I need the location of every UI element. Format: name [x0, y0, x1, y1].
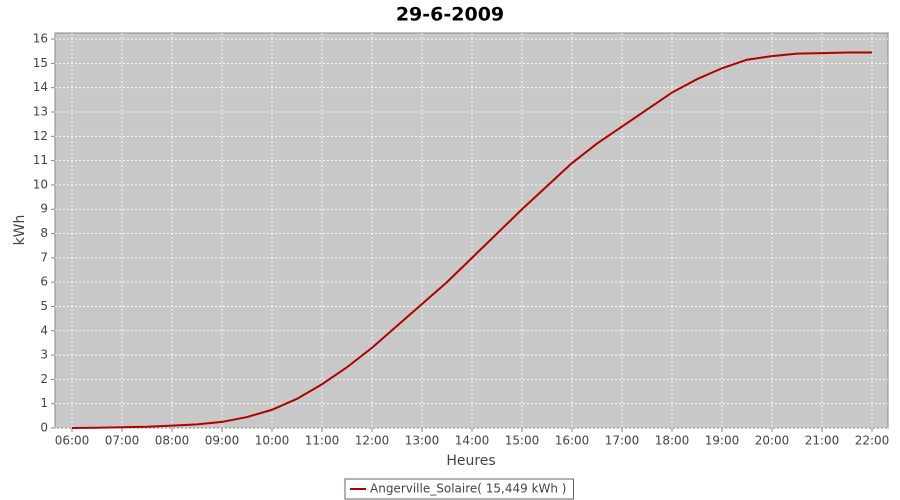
y-tick-label: 6	[40, 275, 48, 289]
y-tick-label: 2	[40, 372, 48, 386]
x-tick-label: 16:00	[555, 434, 590, 448]
y-tick-label: 14	[33, 80, 48, 94]
x-axis-label: Heures	[446, 453, 495, 469]
x-tick-label: 15:00	[505, 434, 540, 448]
legend-box	[344, 478, 574, 500]
legend-label: Angerville_Solaire( 15,449 kWh )	[370, 482, 566, 496]
x-tick-label: 11:00	[305, 434, 340, 448]
x-tick-label: 08:00	[155, 434, 190, 448]
x-tick-label: 07:00	[105, 434, 140, 448]
x-tick-label: 09:00	[205, 434, 240, 448]
y-tick-label: 1	[40, 396, 48, 410]
y-axis-label: kWh	[12, 215, 28, 246]
plot-area	[54, 32, 889, 429]
x-tick-label: 20:00	[755, 434, 790, 448]
y-tick-label: 4	[40, 323, 48, 337]
y-tick-label: 10	[33, 177, 48, 191]
y-tick-label: 11	[33, 153, 48, 167]
x-tick-label: 10:00	[255, 434, 290, 448]
x-tick-label: 12:00	[355, 434, 390, 448]
x-tick-label: 17:00	[605, 434, 640, 448]
y-tick-label: 8	[40, 226, 48, 240]
y-tick-label: 0	[40, 421, 48, 435]
x-tick-label: 19:00	[705, 434, 740, 448]
y-tick-label: 9	[40, 202, 48, 216]
y-tick-label: 5	[40, 299, 48, 313]
x-tick-label: 21:00	[805, 434, 840, 448]
y-tick-label: 7	[40, 250, 48, 264]
y-tick-label: 13	[33, 105, 48, 119]
x-tick-label: 06:00	[55, 434, 90, 448]
x-tick-label: 22:00	[855, 434, 890, 448]
x-tick-label: 13:00	[405, 434, 440, 448]
y-tick-label: 16	[33, 32, 48, 46]
series-line	[71, 51, 873, 429]
y-tick-label: 12	[33, 129, 48, 143]
x-tick-label: 14:00	[455, 434, 490, 448]
x-tick-label: 18:00	[655, 434, 690, 448]
chart-title: 29-6-2009	[396, 4, 504, 26]
y-tick-label: 15	[33, 56, 48, 70]
y-tick-label: 3	[40, 348, 48, 362]
